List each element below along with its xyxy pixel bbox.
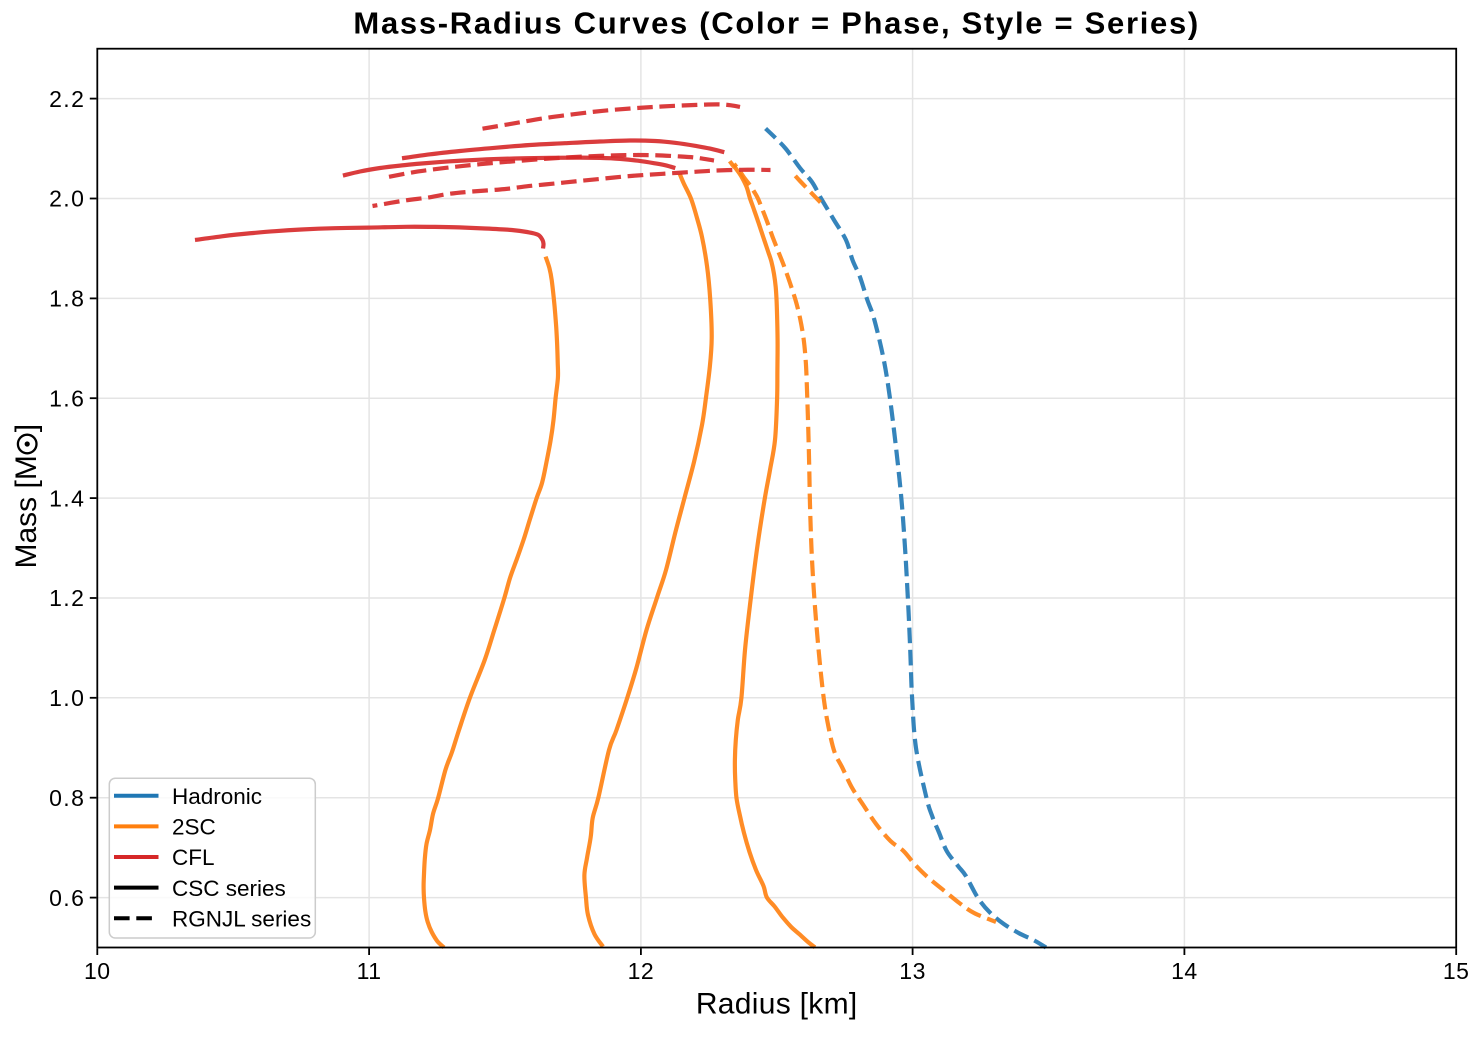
svg-text:RGNJL series: RGNJL series xyxy=(172,906,311,931)
svg-text:12: 12 xyxy=(628,958,655,984)
svg-text:11: 11 xyxy=(357,958,382,984)
svg-text:CSC series: CSC series xyxy=(172,876,286,901)
svg-text:10: 10 xyxy=(84,958,111,984)
svg-text:CFL: CFL xyxy=(172,845,215,870)
svg-text:1.4: 1.4 xyxy=(49,485,85,511)
svg-text:2.0: 2.0 xyxy=(49,186,85,212)
svg-text:13: 13 xyxy=(899,958,926,984)
svg-text:1.6: 1.6 xyxy=(49,385,85,411)
svg-text:1.0: 1.0 xyxy=(49,685,85,711)
svg-text:14: 14 xyxy=(1171,958,1198,984)
svg-text:15: 15 xyxy=(1443,958,1470,984)
svg-text:0.8: 0.8 xyxy=(49,785,85,811)
svg-text:0.6: 0.6 xyxy=(49,885,85,911)
svg-text:Mass [M: Mass [M xyxy=(10,455,43,568)
svg-text:Hadronic: Hadronic xyxy=(172,784,262,809)
svg-text:1.2: 1.2 xyxy=(49,585,85,611)
svg-text:2.2: 2.2 xyxy=(49,86,85,112)
svg-text:]: ] xyxy=(10,424,43,432)
svg-text:2SC: 2SC xyxy=(172,815,216,840)
svg-text:1.8: 1.8 xyxy=(49,286,85,312)
svg-text:Mass-Radius Curves (Color = Ph: Mass-Radius Curves (Color = Phase, Style… xyxy=(353,6,1200,41)
svg-text:Radius [km]: Radius [km] xyxy=(696,988,858,1021)
